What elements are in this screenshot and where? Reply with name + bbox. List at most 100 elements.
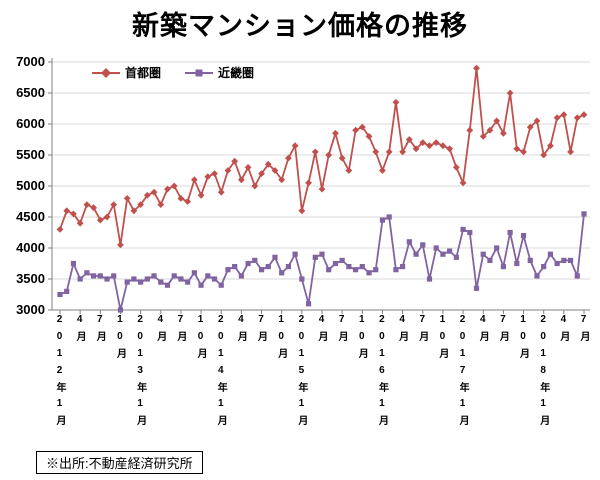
data-point xyxy=(479,133,487,140)
data-point xyxy=(400,264,406,270)
data-point xyxy=(177,195,185,202)
x-axis-label: 10月 xyxy=(275,314,287,364)
data-point xyxy=(204,173,212,181)
data-point xyxy=(143,191,151,199)
data-point xyxy=(358,123,366,131)
data-point xyxy=(244,164,252,171)
data-point xyxy=(366,270,372,276)
data-point xyxy=(339,257,345,263)
x-axis-label: 10月 xyxy=(517,314,529,364)
data-point xyxy=(386,214,392,220)
data-point xyxy=(64,288,70,294)
data-point xyxy=(338,154,346,162)
x-axis-label: 4月 xyxy=(477,314,489,347)
data-point xyxy=(144,276,150,282)
data-point xyxy=(420,242,426,248)
data-point xyxy=(90,273,97,279)
data-point xyxy=(70,210,77,218)
data-point xyxy=(413,251,419,257)
data-point xyxy=(365,133,373,140)
data-point xyxy=(164,185,171,193)
data-point xyxy=(205,273,211,279)
data-point xyxy=(178,276,184,282)
data-point xyxy=(547,142,554,150)
data-point xyxy=(466,126,474,134)
data-point xyxy=(305,301,312,307)
y-axis-label: 7000 xyxy=(16,54,45,69)
data-point xyxy=(90,204,97,212)
data-point xyxy=(459,179,467,187)
data-point xyxy=(238,273,244,279)
x-axis-label: 2016年1月 xyxy=(376,314,388,431)
data-point xyxy=(567,257,574,263)
legend-item-shutoken: 首都圏 xyxy=(92,64,161,81)
data-point xyxy=(123,195,131,202)
data-point xyxy=(547,251,554,257)
data-point xyxy=(406,239,412,245)
data-point xyxy=(198,282,204,288)
legend-item-kinki: 近畿圏 xyxy=(185,64,254,81)
data-point xyxy=(467,229,473,236)
data-point xyxy=(352,267,359,273)
data-point xyxy=(379,217,386,223)
data-point xyxy=(326,267,332,273)
x-axis-label: 7月 xyxy=(255,314,267,347)
x-axis-label: 4月 xyxy=(316,314,327,347)
data-point xyxy=(554,260,560,267)
source-note: ※出所:不動産経済研究所 xyxy=(36,451,203,474)
data-point xyxy=(319,251,325,257)
data-point xyxy=(158,279,164,285)
data-point xyxy=(57,291,63,298)
data-point xyxy=(170,182,178,190)
series-line-1 xyxy=(59,213,585,311)
data-point xyxy=(104,276,110,282)
y-axis-label: 5000 xyxy=(16,178,45,193)
data-point xyxy=(379,167,386,174)
data-point xyxy=(111,273,117,279)
data-point xyxy=(352,126,359,134)
data-point xyxy=(96,216,104,224)
x-axis-label: 2012年1月 xyxy=(54,314,65,431)
data-point xyxy=(493,117,501,125)
data-point xyxy=(164,282,171,288)
data-point xyxy=(526,123,534,131)
x-axis-label: 7月 xyxy=(174,314,186,347)
data-point xyxy=(520,148,527,156)
data-point xyxy=(580,111,588,119)
x-axis-label: 10月 xyxy=(436,314,448,364)
data-point xyxy=(77,276,83,282)
x-axis-label: 10月 xyxy=(356,314,368,364)
data-point xyxy=(171,273,177,279)
y-axis-label: 4500 xyxy=(16,209,45,224)
data-point xyxy=(103,213,111,221)
data-point xyxy=(312,254,318,260)
x-axis-label: 7月 xyxy=(336,314,348,347)
data-point xyxy=(157,201,165,208)
data-point xyxy=(432,139,440,146)
data-point xyxy=(117,307,124,313)
data-point xyxy=(345,167,353,174)
data-point xyxy=(97,273,103,279)
data-point xyxy=(553,114,561,122)
y-axis-label: 6000 xyxy=(16,116,45,131)
data-point xyxy=(291,142,299,150)
data-point xyxy=(446,145,454,153)
data-point xyxy=(473,64,480,72)
data-point xyxy=(540,151,548,159)
chart-title: 新築マンション価格の推移 xyxy=(132,11,468,41)
data-point xyxy=(453,254,459,260)
data-point xyxy=(265,264,271,270)
data-point xyxy=(332,260,339,267)
diamond-marker-icon xyxy=(92,67,120,78)
data-point xyxy=(292,251,298,257)
legend: 首都圏 近畿圏 xyxy=(92,64,254,81)
data-point xyxy=(426,142,433,150)
data-point xyxy=(285,154,292,162)
data-point xyxy=(533,117,541,125)
data-point xyxy=(131,276,137,282)
data-point xyxy=(405,136,413,143)
data-point xyxy=(191,270,197,276)
data-point xyxy=(217,188,225,196)
x-axis-label: 7月 xyxy=(416,314,428,347)
legend-label-kinki: 近畿圏 xyxy=(218,66,255,80)
